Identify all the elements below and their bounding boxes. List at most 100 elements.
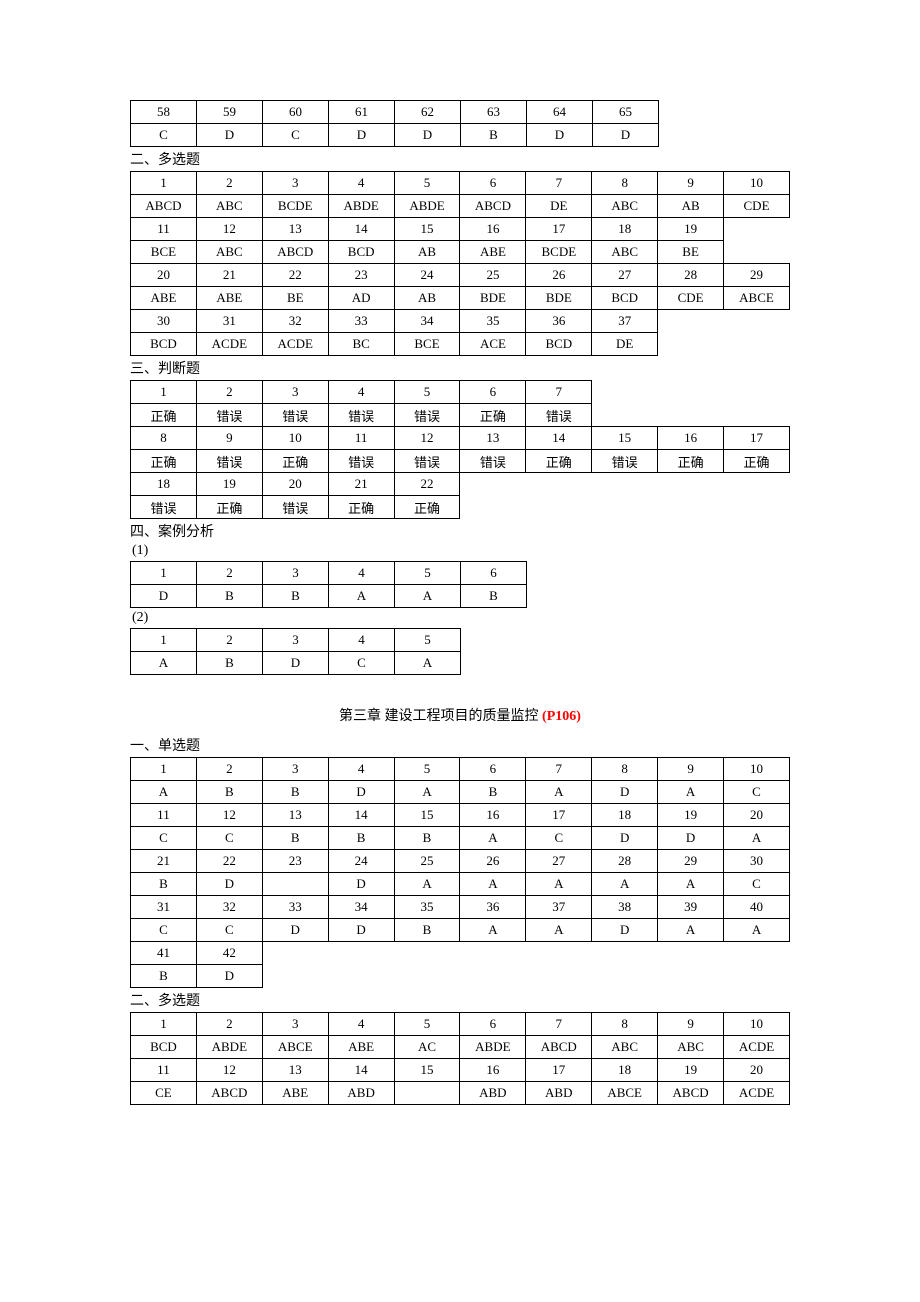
table-cell: ACDE [724,1036,790,1059]
table-cell: A [394,873,460,896]
table-cell: 3 [262,758,328,781]
table-cell: ABCD [526,1036,592,1059]
table-cell: 1 [131,381,197,404]
table-cell: B [394,919,460,942]
table-cell: BCDE [262,195,328,218]
case2-label: (2) [132,610,790,626]
table-cell: 8 [131,427,197,450]
table-cell: 错误 [262,404,328,427]
table-cell: 29 [724,264,790,287]
table-cell: 60 [263,101,329,124]
table-cell: 4 [328,758,394,781]
judgment-table: 1234567正确错误错误错误错误正确错误891011121314151617正… [130,380,790,519]
table-cell: ABC [592,1036,658,1059]
table-cell: 5 [394,1013,460,1036]
table-cell: 22 [262,264,328,287]
table-cell: 4 [329,562,395,585]
table-cell: CDE [724,195,790,218]
table-cell: A [526,919,592,942]
table-cell: AB [394,241,460,264]
table-cell: 20 [262,473,328,496]
table-cell: 26 [526,264,592,287]
table-cell: 错误 [196,450,262,473]
table-cell: 21 [196,264,262,287]
table-cell: 5 [395,629,461,652]
table-cell: C [724,781,790,804]
table-cell: 31 [196,310,262,333]
table-cell: 16 [460,218,526,241]
table-cell: ABCE [262,1036,328,1059]
table-cell: 63 [461,101,527,124]
ch3-multi-choice-table: 12345678910BCDABDEABCEABEACABDEABCDABCAB… [130,1012,790,1105]
table-cell: ABCE [592,1082,658,1105]
table-cell: 7 [526,1013,592,1036]
table-cell: 62 [395,101,461,124]
table-cell: B [262,827,328,850]
table-cell: ACDE [196,333,262,356]
table-cell: 6 [461,562,527,585]
table-cell: 3 [262,381,328,404]
table-cell: 正确 [724,450,790,473]
table-cell: BCD [592,287,658,310]
table-cell: 3 [263,562,329,585]
table-cell: 正确 [131,404,197,427]
table-cell: CE [131,1082,197,1105]
table-cell: 正确 [131,450,197,473]
table-cell: 13 [262,218,328,241]
ch3-section2-label: 二、多选题 [130,990,790,1010]
table-cell [262,873,328,896]
case2-table: 12345ABDCA [130,628,461,675]
table-cell: 6 [460,172,526,195]
table-cell: ABC [196,195,262,218]
table-cell: A [395,585,461,608]
section3-label: 三、判断题 [130,358,790,378]
table-cell: 3 [262,1013,328,1036]
table-cell: D [328,781,394,804]
table-cell: 37 [526,896,592,919]
table-cell: AD [328,287,394,310]
table-cell: 2 [196,172,262,195]
table-cell: 18 [131,473,197,496]
table-cell: 35 [394,896,460,919]
table-cell: ABCD [131,195,197,218]
table-cell: BCDE [526,241,592,264]
table-cell: ABCD [658,1082,724,1105]
table-cell: 17 [724,427,790,450]
table-cell: 59 [197,101,263,124]
table-cell: 26 [460,850,526,873]
table-cell: 25 [394,850,460,873]
table-cell: BCD [526,333,592,356]
table-cell: 29 [658,850,724,873]
table-cell: B [394,827,460,850]
table-cell: 错误 [131,496,197,519]
table-cell: 错误 [262,496,328,519]
table-cell: 19 [196,473,262,496]
table-cell: 23 [262,850,328,873]
table-cell: A [460,827,526,850]
table-cell: 7 [526,758,592,781]
table-cell: 6 [460,758,526,781]
table-cell: B [461,124,527,147]
table-cell: BC [328,333,394,356]
table-cell: 34 [328,896,394,919]
table-cell: 2 [197,629,263,652]
table-cell: 错误 [592,450,658,473]
table-cell: 错误 [328,404,394,427]
table-cell: D [592,781,658,804]
table-cell: 10 [724,1013,790,1036]
table-cell: C [131,124,197,147]
table-cell: 13 [460,427,526,450]
table-cell: A [526,873,592,896]
table-cell: ABCD [196,1082,262,1105]
table-cell: 14 [328,218,394,241]
table-cell: 2 [197,562,263,585]
case1-label: (1) [132,543,790,559]
table-cell: 19 [658,804,724,827]
table-cell: 正确 [196,496,262,519]
table-cell: D [395,124,461,147]
table-cell: 33 [262,896,328,919]
table-cell: 10 [724,758,790,781]
table-cell: 1 [131,629,197,652]
table-cell: 10 [724,172,790,195]
table-cell: BCE [394,333,460,356]
